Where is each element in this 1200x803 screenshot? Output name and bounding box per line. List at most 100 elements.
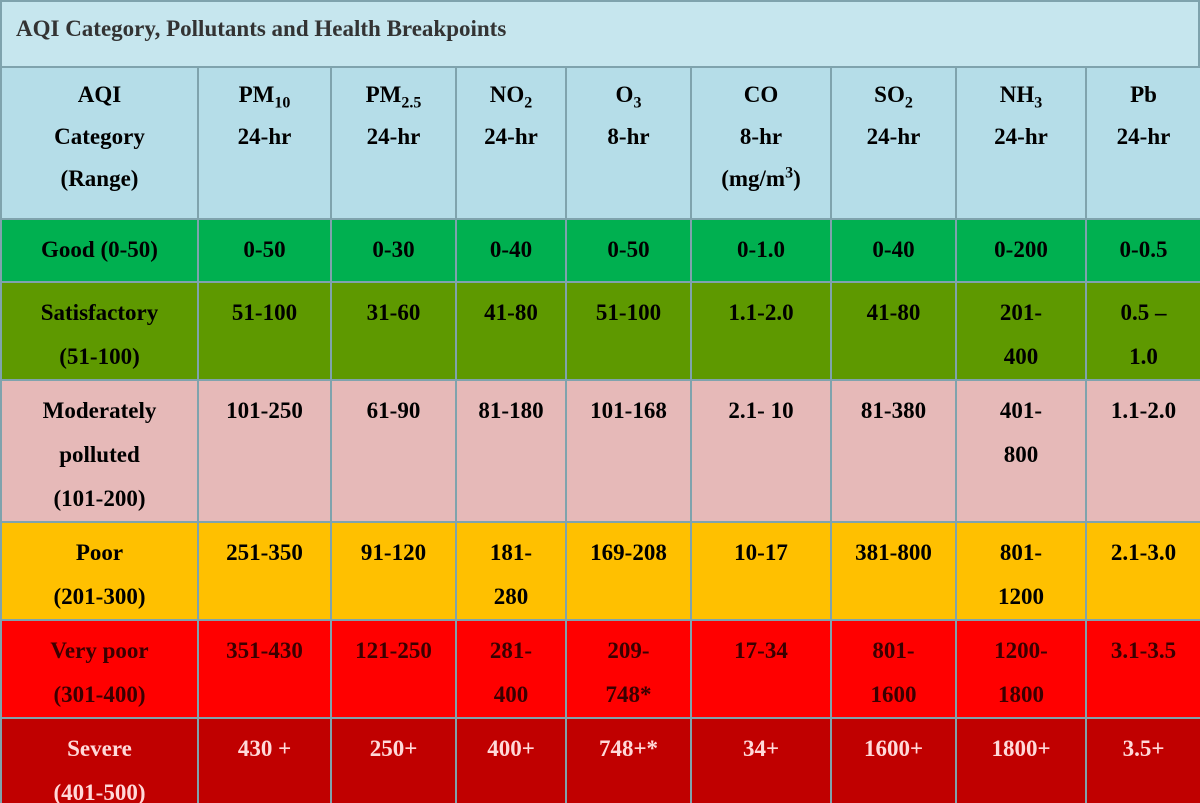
breakpoint-cell: 0-40 — [455, 218, 567, 283]
cell-line: 1800+ — [991, 736, 1051, 761]
breakpoint-cell: 101-168 — [565, 379, 692, 523]
breakpoint-cell: 281- 400 — [455, 619, 567, 719]
breakpoint-cell: 121-250 — [330, 619, 457, 719]
cell-line: 181- — [489, 540, 533, 565]
category-cell: Moderately polluted (101-200) — [0, 379, 199, 523]
cell-line: 101-168 — [590, 398, 667, 423]
cell-line: 1800 — [998, 682, 1044, 707]
breakpoint-cell: 201- 400 — [955, 281, 1087, 381]
breakpoint-cell: 250+ — [330, 717, 457, 803]
cell-line: 400 — [1003, 344, 1039, 369]
header-cell: O3 8-hr — [565, 66, 692, 220]
cell-line: 401- — [999, 398, 1043, 423]
cell-line: 8-hr — [739, 124, 783, 149]
cell-line: 400 — [493, 682, 529, 707]
cell-line: 17-34 — [734, 638, 788, 663]
table-header: AQI Category (Range) PM10 24-hr PM2.5 24-hr NO2… — [0, 66, 1200, 220]
cell-line: 41-80 — [484, 300, 538, 325]
breakpoint-cell: 181- 280 — [455, 521, 567, 621]
cell-line: PM10 — [201, 74, 328, 116]
cell-line: 0.5 – — [1120, 300, 1167, 325]
table-row: Satisfactory (51-100) 51-100 31-60 41-80 51-1… — [0, 281, 1200, 381]
cell-line: 250+ — [369, 736, 418, 761]
cell-line: (301-400) — [53, 682, 146, 707]
cell-line: 0-50 — [607, 237, 650, 262]
breakpoint-cell: 81-380 — [830, 379, 957, 523]
cell-line: 24-hr — [1116, 124, 1171, 149]
cell-line: Category — [54, 124, 145, 149]
subscript: 2 — [904, 94, 913, 112]
breakpoint-cell: 381-800 — [830, 521, 957, 621]
breakpoint-cell: 31-60 — [330, 281, 457, 381]
breakpoint-cell: 0-50 — [197, 218, 332, 283]
cell-line: 41-80 — [866, 300, 921, 325]
cell-line: 430 + — [237, 736, 292, 761]
cell-line: 24-hr — [237, 124, 292, 149]
breakpoint-cell: 1.1-2.0 — [1085, 379, 1200, 523]
table-body: Good (0-50) 0-50 0-30 0-40 0-50 0-1.0 0-40 0-20… — [0, 218, 1200, 803]
breakpoint-cell: 0-30 — [330, 218, 457, 283]
cell-line: 801- — [999, 540, 1043, 565]
category-cell: Very poor (301-400) — [0, 619, 199, 719]
cell-line: 101-250 — [226, 398, 303, 423]
breakpoint-cell: 2.1- 10 — [690, 379, 832, 523]
subscript: 3 — [1034, 94, 1043, 112]
cell-line: 121-250 — [355, 638, 432, 663]
table-title: AQI Category, Pollutants and Health Brea… — [0, 0, 1200, 66]
cell-line: 0-50 — [243, 237, 286, 262]
breakpoint-cell: 41-80 — [830, 281, 957, 381]
breakpoint-cell: 251-350 — [197, 521, 332, 621]
cell-line: 1600+ — [863, 736, 924, 761]
subscript: 2.5 — [401, 94, 422, 112]
cell-line: 281- — [489, 638, 533, 663]
breakpoint-cell: 0-0.5 — [1085, 218, 1200, 283]
cell-line: 251-350 — [226, 540, 303, 565]
cell-line: 800 — [1003, 442, 1039, 467]
breakpoint-cell: 0-1.0 — [690, 218, 832, 283]
cell-line: Very poor — [50, 638, 149, 663]
breakpoint-cell: 801- 1600 — [830, 619, 957, 719]
cell-line: (mg/m3) — [694, 158, 828, 200]
line-text: (mg/m — [721, 166, 786, 191]
cell-line: 51-100 — [595, 300, 662, 325]
cell-line: Moderately — [42, 398, 157, 423]
cell-line: Poor — [75, 540, 124, 565]
cell-line: 209- — [607, 638, 650, 663]
cell-line: PM2.5 — [334, 74, 453, 116]
cell-line: 2.1- 10 — [728, 398, 794, 423]
breakpoint-cell: 1800+ — [955, 717, 1087, 803]
category-cell: Satisfactory (51-100) — [0, 281, 199, 381]
cell-line: 24-hr — [994, 124, 1048, 149]
breakpoint-cell: 401- 800 — [955, 379, 1087, 523]
cell-line: 31-60 — [366, 300, 421, 325]
line-text: NH — [999, 82, 1035, 107]
cell-line: 400+ — [487, 736, 535, 761]
breakpoint-cell: 91-120 — [330, 521, 457, 621]
header-cell: Pb 24-hr — [1085, 66, 1200, 220]
cell-line: (401-500) — [53, 780, 146, 803]
subscript: 3 — [633, 94, 642, 112]
cell-line: (Range) — [60, 166, 139, 191]
cell-line: 81-380 — [860, 398, 927, 423]
breakpoint-cell: 0-200 — [955, 218, 1087, 283]
breakpoint-cell: 0-40 — [830, 218, 957, 283]
breakpoint-cell: 81-180 — [455, 379, 567, 523]
table-row: Good (0-50) 0-50 0-30 0-40 0-50 0-1.0 0-40 0-20… — [0, 218, 1200, 283]
cell-line: 1200- — [994, 638, 1048, 663]
cell-line: 81-180 — [478, 398, 544, 423]
cell-line: CO — [743, 82, 779, 107]
cell-line: NO2 — [459, 74, 563, 116]
cell-line: 169-208 — [590, 540, 667, 565]
breakpoint-cell: 1.1-2.0 — [690, 281, 832, 381]
cell-line: Pb — [1130, 82, 1157, 107]
superscript: 3 — [785, 164, 794, 182]
breakpoint-cell: 2.1-3.0 — [1085, 521, 1200, 621]
cell-line: 2.1-3.0 — [1110, 540, 1177, 565]
cell-line: 280 — [493, 584, 529, 609]
cell-line: 201- — [999, 300, 1043, 325]
cell-line: 1.0 — [1129, 344, 1158, 369]
cell-line: 0-0.5 — [1119, 237, 1168, 262]
aqi-table: AQI Category (Range) PM10 24-hr PM2.5 24-hr NO2… — [0, 66, 1200, 803]
breakpoint-cell: 101-250 — [197, 379, 332, 523]
